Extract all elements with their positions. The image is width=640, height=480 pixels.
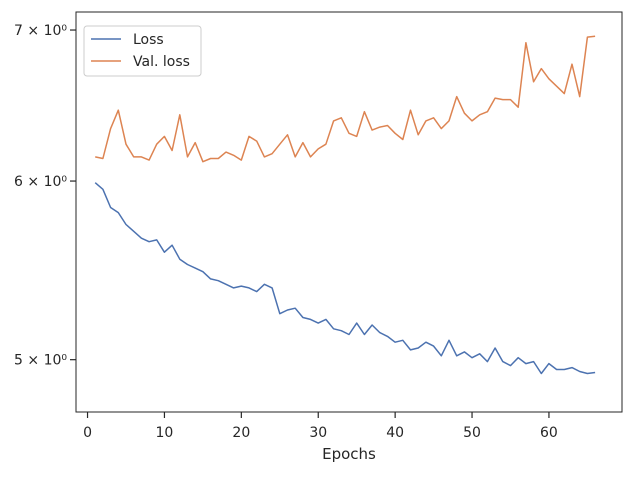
series-line-1	[95, 35, 596, 163]
x-tick-label: 0	[83, 425, 92, 441]
legend: Loss Val. loss	[83, 25, 202, 77]
y-tick-label: 5 × 10⁰	[14, 353, 67, 369]
legend-label-1: Val. loss	[133, 54, 190, 70]
x-axis: 0 10 20 30 40 50 60	[83, 412, 558, 441]
series-line-0	[94, 182, 596, 375]
x-tick-label: 10	[156, 425, 174, 441]
x-tick-label: 60	[540, 425, 558, 441]
x-tick-label: 50	[463, 425, 481, 441]
legend-label-0: Loss	[133, 32, 164, 48]
x-tick-label: 30	[309, 425, 327, 441]
y-tick-label: 7 × 10⁰	[14, 23, 67, 39]
y-axis: 5 × 10⁰ 6 × 10⁰ 7 × 10⁰	[14, 23, 76, 369]
x-axis-label: Epochs	[322, 445, 376, 463]
y-tick-label: 6 × 10⁰	[14, 174, 67, 190]
x-tick-label: 40	[386, 425, 404, 441]
x-tick-label: 20	[232, 425, 250, 441]
plot-frame	[75, 11, 623, 413]
series-layer	[94, 35, 596, 375]
